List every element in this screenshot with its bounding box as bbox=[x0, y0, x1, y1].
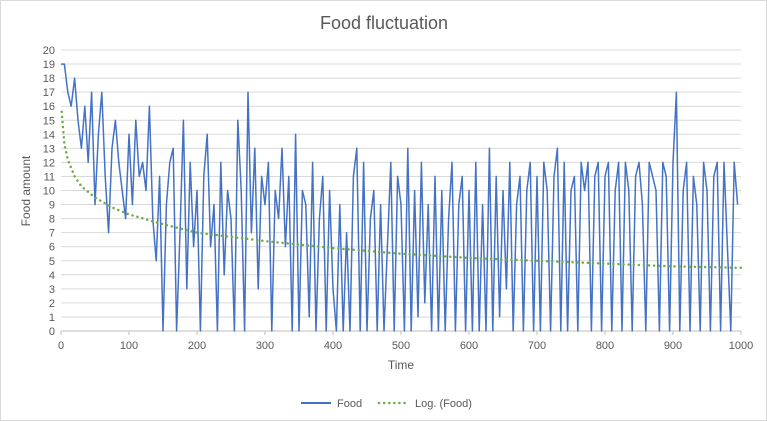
y-tick-label: 20 bbox=[43, 45, 55, 57]
y-tick-label: 10 bbox=[43, 186, 55, 198]
x-tick-label: 800 bbox=[596, 340, 614, 352]
y-tick-label: 8 bbox=[49, 214, 55, 226]
y-tick-label: 9 bbox=[49, 200, 55, 212]
y-tick-label: 11 bbox=[44, 171, 55, 183]
trendline-log-food bbox=[60, 110, 743, 270]
x-tick-label: 1000 bbox=[729, 340, 753, 352]
y-tick-label: 5 bbox=[49, 256, 55, 268]
x-tick-label: 300 bbox=[256, 340, 274, 352]
x-tick-label: 400 bbox=[324, 340, 342, 352]
y-tick-label: 3 bbox=[49, 284, 55, 296]
x-axis-title: Time bbox=[388, 358, 415, 372]
y-tick-label: 18 bbox=[43, 73, 55, 85]
y-tick-label: 12 bbox=[43, 157, 55, 169]
y-tick-label: 14 bbox=[43, 129, 55, 141]
x-tick-label: 200 bbox=[188, 340, 206, 352]
legend: Food Log. (Food) bbox=[301, 398, 472, 410]
y-tick-label: 7 bbox=[49, 228, 55, 240]
y-axis-title: Food amount bbox=[19, 155, 33, 226]
x-tick-label: 100 bbox=[120, 340, 138, 352]
series-line-food bbox=[61, 63, 739, 332]
series-layer bbox=[60, 63, 743, 332]
x-tick-label: 900 bbox=[664, 340, 682, 352]
y-tick-label: 13 bbox=[43, 143, 55, 155]
legend-label: Food bbox=[337, 398, 362, 410]
y-tick-label: 19 bbox=[43, 59, 55, 71]
y-tick-label: 6 bbox=[49, 242, 55, 254]
gridlines bbox=[61, 49, 741, 332]
y-tick-label: 17 bbox=[43, 87, 55, 99]
legend-label: Log. (Food) bbox=[415, 398, 472, 410]
x-tick-label: 0 bbox=[58, 340, 64, 352]
y-tick-label: 0 bbox=[49, 326, 55, 338]
chart-title: Food fluctuation bbox=[320, 13, 448, 33]
y-tick-label: 1 bbox=[49, 312, 55, 324]
y-tick-label: 4 bbox=[49, 270, 55, 282]
y-tick-label: 15 bbox=[43, 115, 55, 127]
x-tick-label: 700 bbox=[528, 340, 546, 352]
y-tick-label: 16 bbox=[43, 101, 55, 113]
x-tick-label: 600 bbox=[460, 340, 478, 352]
y-tick-label: 2 bbox=[49, 298, 55, 310]
x-tick-label: 500 bbox=[392, 340, 410, 352]
